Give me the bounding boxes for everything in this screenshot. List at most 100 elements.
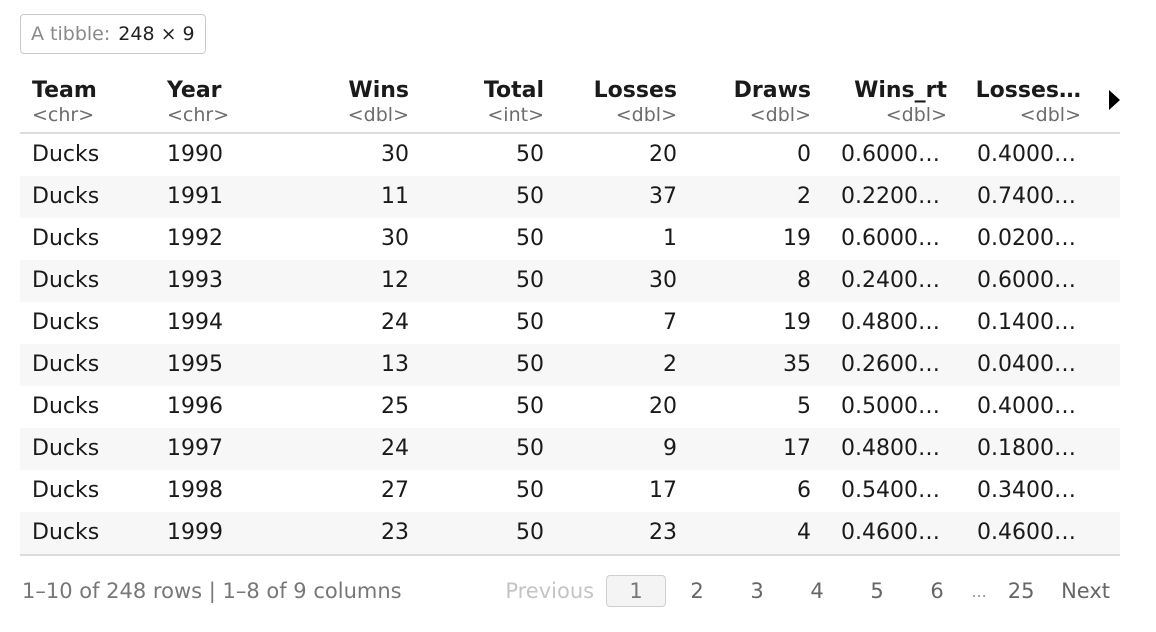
table-cell: 1992 [167,226,223,251]
table-cell: 0.6000… [977,268,1076,293]
table-cell: Ducks [32,184,100,209]
table-cell: 30 [381,142,409,167]
table-cell: 25 [381,394,409,419]
column-name: Draws [733,78,811,103]
table-cell: Ducks [32,394,100,419]
column-header: Losses <dbl> [537,78,677,126]
table-row: Ducks 1994 24 50 7 19 0.4800… 0.1400… [20,302,1120,344]
table-cell: 0.4000… [977,142,1076,167]
table-cell: 13 [381,352,409,377]
column-type: <chr> [32,104,95,126]
table-cell: 2 [663,352,677,377]
table-row: Ducks 1996 25 50 20 5 0.5000… 0.4000… [20,386,1120,428]
table-cell: 50 [516,184,544,209]
tibble-dims: 248 × 9 [118,23,195,45]
page-button-6[interactable]: 6 [930,579,944,603]
current-page-button[interactable]: 1 [606,575,667,607]
row-info: 1–10 of 248 rows | 1–8 of 9 columns [22,579,402,603]
table-cell: 0.4000… [977,394,1076,419]
table-cell: 1990 [167,142,223,167]
table-cell: 1993 [167,268,223,293]
table-cell: 30 [381,226,409,251]
table-row: Ducks 1991 11 50 37 2 0.2200… 0.7400… [20,176,1120,218]
table-cell: 0.7400… [977,184,1076,209]
table-cell: 0.4600… [841,520,940,545]
column-name: Losses… [975,78,1081,103]
column-name: Total [483,78,544,103]
table-cell: 7 [663,310,677,335]
table-row: Ducks 1990 30 50 20 0 0.6000… 0.4000… [20,134,1120,176]
more-columns-arrow-icon[interactable] [1109,90,1120,110]
table-cell: 50 [516,310,544,335]
column-header: Wins <dbl> [269,78,409,126]
pagination-ellipsis: ... [971,581,987,601]
table-body: Ducks 1990 30 50 20 0 0.6000… 0.4000… Ducks 1991 1… [20,134,1120,554]
page-button-5[interactable]: 5 [870,579,884,603]
column-header: Losses… <dbl> [941,78,1081,126]
table-cell: 50 [516,478,544,503]
table-cell: 50 [516,268,544,293]
table-cell: 0.2200… [841,184,940,209]
table-cell: 1 [663,226,677,251]
page-button-25[interactable]: 25 [1007,579,1035,603]
table-cell: 50 [516,394,544,419]
table-cell: 24 [381,436,409,461]
table-cell: 0.6000… [841,142,940,167]
table-cell: 50 [516,226,544,251]
table-cell: 4 [797,520,811,545]
table-cell: 0.2400… [841,268,940,293]
column-name: Wins_rt [854,78,947,103]
table-cell: 1994 [167,310,223,335]
column-type: <int> [487,104,544,126]
column-header: Year <chr> [167,78,287,126]
table-row: Ducks 1998 27 50 17 6 0.5400… 0.3400… [20,470,1120,512]
page-button-3[interactable]: 3 [750,579,764,603]
table-cell: 6 [797,478,811,503]
table-cell: 0.4800… [841,436,940,461]
table-cell: Ducks [32,436,100,461]
table-cell: 1995 [167,352,223,377]
column-name: Wins [348,78,409,103]
table-cell: 2 [797,184,811,209]
table-cell: Ducks [32,226,100,251]
next-button[interactable]: Next [1061,579,1110,603]
column-name: Losses [593,78,677,103]
table-cell: 0.5000… [841,394,940,419]
table-cell: 1991 [167,184,223,209]
table-cell: Ducks [32,478,100,503]
table-cell: 8 [797,268,811,293]
table-cell: 1997 [167,436,223,461]
table-cell: 0.6000… [841,226,940,251]
table-cell: 0.3400… [977,478,1076,503]
table-cell: 0.4600… [977,520,1076,545]
table-cell: 24 [381,310,409,335]
table-cell: 20 [649,394,677,419]
table-cell: 1998 [167,478,223,503]
table-cell: 0.0400… [977,352,1076,377]
table-footer: 1–10 of 248 rows | 1–8 of 9 columns Prev… [20,572,1120,610]
table-cell: 35 [783,352,811,377]
table-row: Ducks 1999 23 50 23 4 0.4600… 0.4600… [20,512,1120,554]
table-cell: 27 [381,478,409,503]
table-cell: 12 [381,268,409,293]
table-cell: 1999 [167,520,223,545]
table-cell: 37 [649,184,677,209]
tibble-dimensions-badge: A tibble: 248 × 9 [20,14,206,54]
table-cell: 0 [797,142,811,167]
column-name: Team [32,78,97,103]
table-row: Ducks 1997 24 50 9 17 0.4800… 0.1800… [20,428,1120,470]
table-row: Ducks 1992 30 50 1 19 0.6000… 0.0200… [20,218,1120,260]
previous-button: Previous [505,579,595,603]
table-cell: 50 [516,436,544,461]
page-button-4[interactable]: 4 [810,579,824,603]
table-cell: 5 [797,394,811,419]
table-header: Team <chr> Year <chr> Wins <dbl> Total <int> Los… [20,74,1120,134]
table-cell: 0.5400… [841,478,940,503]
table-cell: 0.0200… [977,226,1076,251]
table-cell: 17 [783,436,811,461]
table-cell: 0.2600… [841,352,940,377]
table-cell: 11 [381,184,409,209]
page-button-2[interactable]: 2 [690,579,704,603]
column-type: <chr> [167,104,230,126]
